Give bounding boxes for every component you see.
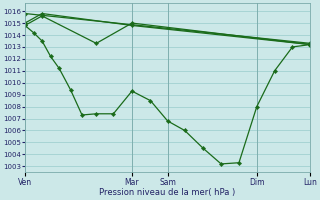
X-axis label: Pression niveau de la mer( hPa ): Pression niveau de la mer( hPa ) [100, 188, 236, 197]
